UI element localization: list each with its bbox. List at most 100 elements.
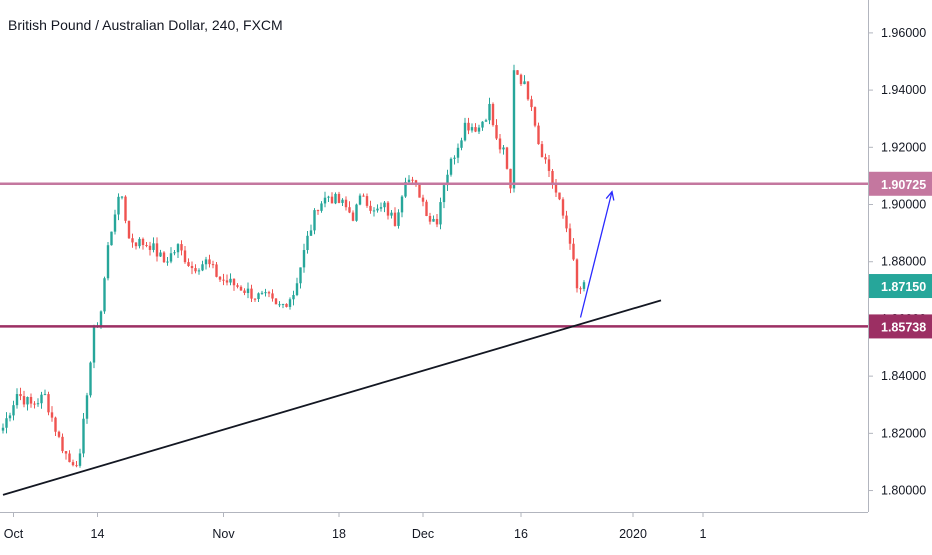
- candle-body: [236, 285, 239, 287]
- candle-body: [302, 250, 306, 268]
- candle-body: [488, 103, 491, 121]
- candle-body: [495, 125, 498, 139]
- candle-body: [372, 210, 376, 212]
- candle-body: [138, 238, 141, 247]
- chart-title: British Pound / Australian Dollar, 240, …: [8, 17, 283, 33]
- candle-body: [176, 244, 180, 253]
- candle-body: [232, 278, 236, 286]
- candle-body: [127, 220, 131, 239]
- candle-body: [229, 278, 232, 283]
- candle-body: [64, 451, 68, 454]
- candle-body: [99, 311, 103, 326]
- candle-body: [491, 103, 495, 126]
- candle-body: [141, 238, 145, 246]
- projection-arrow-head: [605, 190, 615, 201]
- candle-body: [435, 218, 439, 225]
- candle-body: [26, 397, 29, 405]
- candle-body: [341, 199, 344, 203]
- y-tick-label: 1.84000: [881, 369, 926, 383]
- time-axis-background: [0, 512, 932, 550]
- candle-body: [306, 235, 309, 251]
- y-tick-label: 1.96000: [881, 26, 926, 40]
- candle-body: [400, 196, 404, 213]
- candle-body: [71, 462, 75, 466]
- candle-body: [285, 303, 288, 307]
- candle-body: [460, 140, 463, 148]
- candle-body: [414, 180, 418, 185]
- candle-body: [530, 99, 533, 108]
- y-tick-label: 1.82000: [881, 426, 926, 440]
- candle-body: [358, 195, 362, 205]
- candle-body: [267, 292, 271, 294]
- projection-arrow-line: [579, 191, 613, 318]
- candle-body: [180, 244, 183, 251]
- candle-body: [421, 197, 425, 202]
- candle-body: [334, 193, 337, 204]
- candle-body: [411, 179, 414, 181]
- candle-body: [33, 403, 36, 405]
- candle-body: [575, 259, 579, 289]
- candle-body: [369, 205, 372, 211]
- y-tick-label: 1.94000: [881, 83, 926, 97]
- candle-body: [327, 196, 330, 198]
- candle-body: [565, 215, 568, 229]
- candle-body: [211, 264, 215, 266]
- x-tick-label: Oct: [4, 527, 24, 541]
- candle-body: [292, 295, 295, 300]
- candle-body: [148, 245, 152, 250]
- candle-body: [22, 396, 26, 405]
- candle-body: [54, 417, 57, 432]
- candle-body: [474, 127, 477, 132]
- candle-body: [579, 288, 582, 290]
- candle-body: [36, 403, 40, 405]
- x-tick-label: Nov: [212, 527, 235, 541]
- candle-body: [551, 170, 554, 184]
- candle-body: [512, 70, 516, 189]
- candle-body: [519, 74, 523, 85]
- candle-body: [309, 230, 313, 236]
- candle-body: [47, 394, 50, 413]
- candle-body: [208, 259, 211, 265]
- candle-body: [393, 212, 397, 226]
- candle-body: [78, 453, 82, 466]
- candle-body: [5, 418, 8, 428]
- candle-body: [278, 304, 281, 306]
- candle-body: [439, 202, 442, 225]
- candle-body: [362, 195, 365, 197]
- candle-body: [159, 252, 162, 257]
- x-tick-label: 16: [514, 527, 528, 541]
- candle-body: [271, 293, 274, 299]
- candle-body: [320, 203, 323, 211]
- candle-body: [523, 81, 526, 85]
- candle-body: [75, 465, 78, 467]
- candle-body: [386, 202, 390, 216]
- candle-body: [197, 270, 201, 272]
- candle-body: [568, 228, 572, 244]
- candle-body: [316, 210, 320, 212]
- candle-body: [509, 168, 512, 189]
- price-label-text: 1.87150: [881, 280, 926, 294]
- candle-body: [558, 192, 561, 200]
- horizontal-levels: [0, 182, 868, 328]
- price-label-box: [869, 171, 932, 196]
- x-tick-label: 14: [91, 527, 105, 541]
- candle-body: [470, 127, 474, 131]
- candle-body: [481, 121, 484, 128]
- candle-body: [61, 436, 64, 452]
- candle-body: [82, 418, 85, 454]
- x-tick-label: 2020: [619, 527, 647, 541]
- candle-body: [173, 252, 176, 254]
- candle-body: [281, 303, 285, 305]
- candle-body: [505, 147, 509, 169]
- candle-body: [498, 138, 502, 150]
- candle-body: [526, 81, 530, 100]
- candle-body: [432, 218, 435, 222]
- candle-body: [113, 214, 117, 232]
- candle-body: [330, 196, 334, 204]
- candle-body: [124, 196, 127, 221]
- candle-body: [145, 245, 148, 247]
- candle-body: [463, 122, 467, 141]
- candle-body: [12, 405, 15, 416]
- price-label-text: 1.85738: [881, 320, 926, 334]
- candle-body: [295, 283, 299, 296]
